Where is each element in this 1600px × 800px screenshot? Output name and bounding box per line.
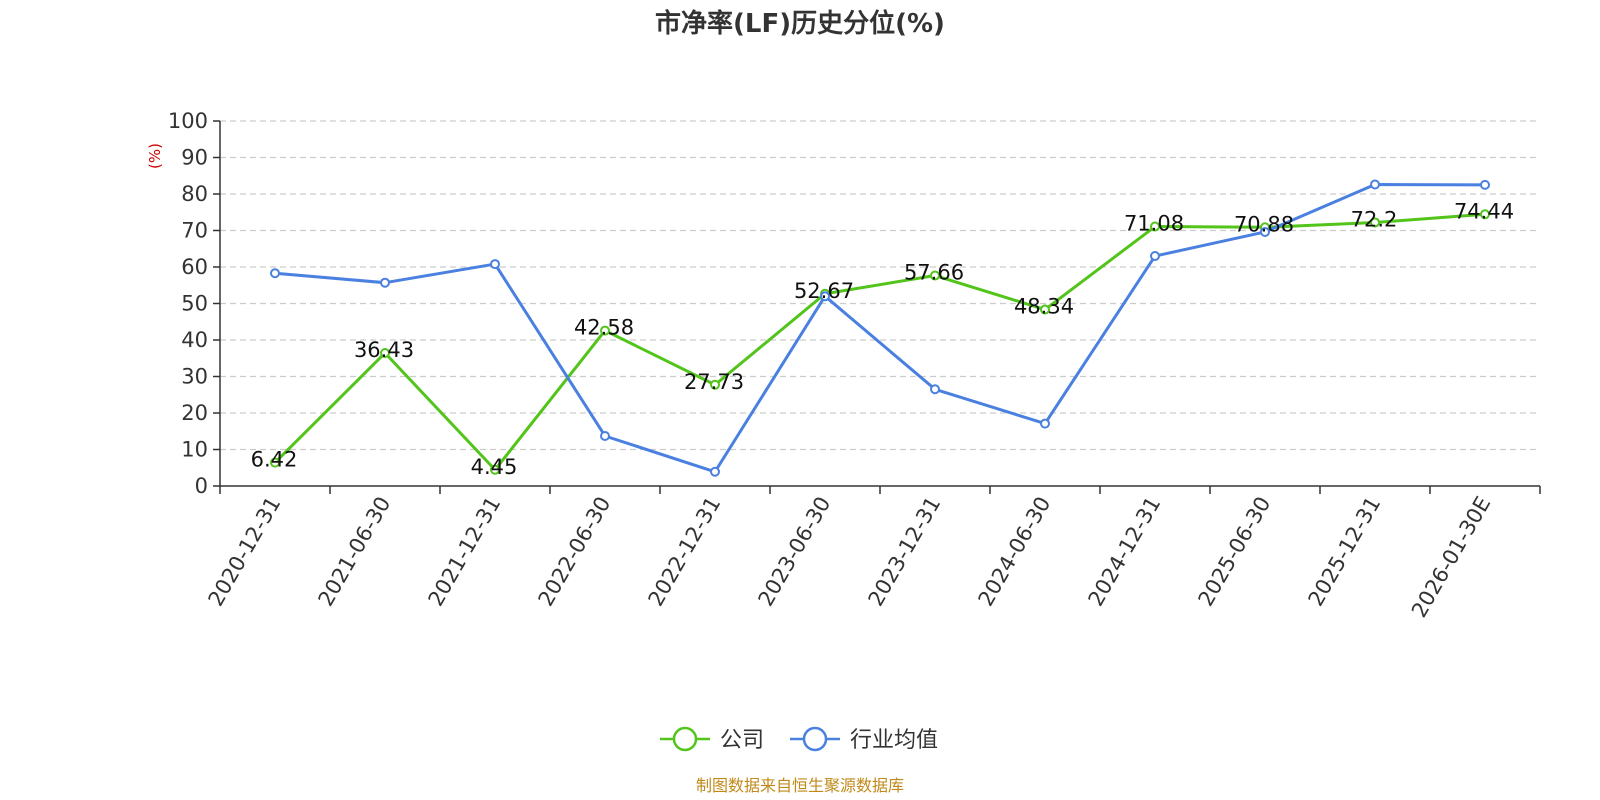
legend[interactable]: 公司 行业均值 [660, 726, 938, 753]
y-tick-label: 50 [181, 292, 208, 316]
x-tick-label: 2026-01-30E [1407, 493, 1495, 622]
x-tick-label: 2020-12-31 [204, 493, 286, 611]
data-label: 57.66 [904, 261, 964, 285]
data-point[interactable] [600, 430, 610, 441]
x-tick-label: 2025-12-31 [1304, 493, 1386, 611]
y-tick-label: 80 [181, 182, 208, 206]
legend-label: 行业均值 [850, 728, 938, 753]
x-tick-label: 2023-06-30 [754, 493, 836, 611]
y-tick-label: 70 [181, 219, 208, 243]
x-tick-label: 2024-12-31 [1084, 493, 1166, 611]
data-point[interactable] [1370, 217, 1380, 228]
data-label: 70.88 [1234, 212, 1294, 236]
x-tick-label: 2025-06-30 [1194, 493, 1276, 611]
series-line-1 [274, 183, 1486, 474]
x-tick-label: 2022-12-31 [644, 493, 726, 611]
y-axis-label: (%) [146, 143, 164, 169]
data-point[interactable] [380, 277, 390, 288]
data-point[interactable] [1480, 179, 1490, 190]
data-label: 36.43 [354, 338, 414, 362]
source-note: 制图数据来自恒生聚源数据库 [696, 776, 904, 795]
data-point[interactable] [270, 457, 280, 468]
data-label: 42.58 [574, 316, 634, 340]
data-point[interactable] [710, 379, 720, 390]
legend-marker [672, 726, 698, 752]
data-point[interactable] [1480, 209, 1490, 220]
data-point[interactable] [1150, 251, 1160, 262]
series-layer [270, 179, 1490, 477]
y-tick-label: 90 [181, 146, 208, 170]
data-labels: 6.42 36.43 4.45 42.58 27.73 52.67 57.66 48.34 71… [251, 199, 1514, 478]
data-point[interactable] [1370, 179, 1380, 190]
series-line-0 [273, 212, 1486, 472]
data-point[interactable] [490, 259, 500, 270]
data-label: 52.67 [794, 279, 854, 303]
data-label: 6.42 [251, 448, 298, 472]
data-point[interactable] [380, 348, 390, 359]
y-tick-label: 100 [168, 109, 208, 133]
legend-item[interactable]: 公司 [660, 726, 764, 753]
x-tick-label: 2022-06-30 [534, 493, 616, 611]
data-point[interactable] [820, 291, 830, 302]
y-tick-label: 20 [181, 401, 208, 425]
data-label: 74.44 [1454, 199, 1514, 223]
data-point[interactable] [1260, 226, 1270, 237]
x-tick-label: 2023-12-31 [864, 493, 946, 611]
chart-title: 市净率(LF)历史分位(%) [655, 8, 945, 39]
data-point[interactable] [710, 466, 720, 477]
data-point[interactable] [1040, 304, 1050, 315]
data-label: 4.45 [471, 455, 518, 479]
x-tick-label: 2024-06-30 [974, 493, 1056, 611]
data-point[interactable] [930, 384, 940, 395]
y-tick-label: 0 [195, 474, 208, 498]
data-point[interactable] [1040, 418, 1050, 429]
data-label: 48.34 [1014, 295, 1074, 319]
y-tick-label: 30 [181, 365, 208, 389]
data-label: 27.73 [684, 370, 744, 394]
y-tick-label: 10 [181, 438, 208, 462]
data-point[interactable] [270, 268, 280, 279]
data-point[interactable] [600, 325, 610, 336]
legend-marker [802, 726, 828, 752]
data-point[interactable] [930, 270, 940, 281]
y-tick-label: 60 [181, 255, 208, 279]
legend-item[interactable]: 行业均值 [790, 726, 938, 753]
legend-label: 公司 [720, 728, 764, 753]
data-label: 71.08 [1124, 212, 1184, 236]
y-tick-label: 40 [181, 328, 208, 352]
x-tick-label: 2021-12-31 [424, 493, 506, 611]
x-tick-label: 2021-06-30 [314, 493, 396, 611]
data-label: 72.2 [1351, 207, 1398, 231]
data-point[interactable] [1150, 221, 1160, 232]
data-point[interactable] [490, 464, 500, 475]
